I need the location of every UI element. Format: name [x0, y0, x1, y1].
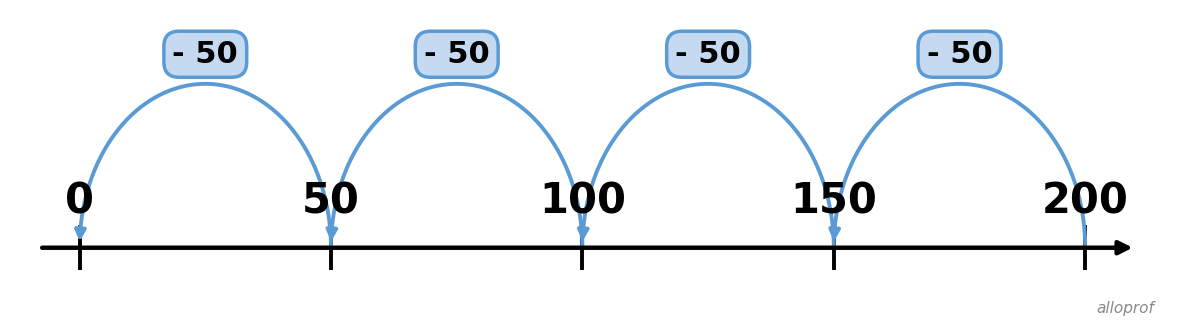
Text: - 50: - 50	[926, 40, 992, 69]
Text: 150: 150	[791, 181, 877, 223]
Text: - 50: - 50	[424, 40, 490, 69]
Text: - 50: - 50	[676, 40, 740, 69]
Text: 0: 0	[65, 181, 94, 223]
Text: 50: 50	[302, 181, 360, 223]
Text: alloprof: alloprof	[1097, 301, 1154, 317]
Text: 100: 100	[539, 181, 626, 223]
Text: - 50: - 50	[173, 40, 238, 69]
Text: 200: 200	[1042, 181, 1129, 223]
